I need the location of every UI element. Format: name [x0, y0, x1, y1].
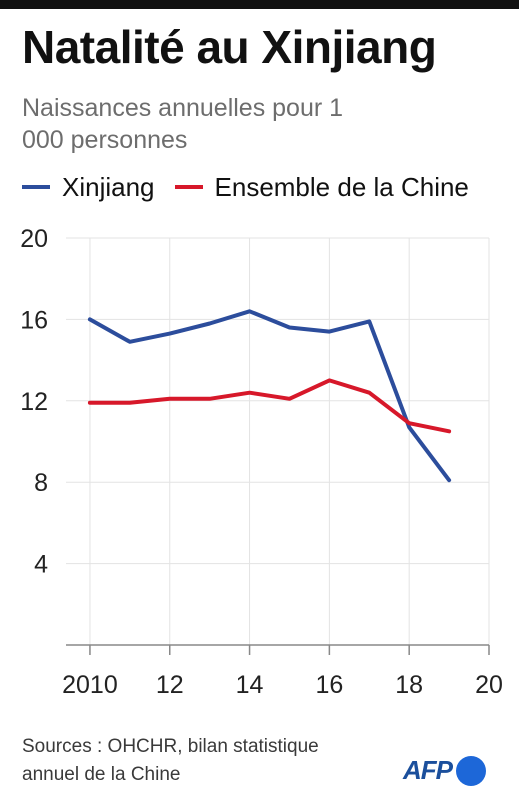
afp-logo-text: AFP: [403, 755, 453, 785]
legend-label-china: Ensemble de la Chine: [214, 171, 469, 202]
series-line-china: [87, 378, 452, 434]
legend-swatch-xinjiang: [22, 185, 50, 189]
line-chart: 4 8 12 16 20 2010 12 14 16 18 20: [20, 225, 503, 699]
top-bar: [0, 0, 519, 9]
legend: Xinjiang Ensemble de la Chine: [22, 172, 489, 202]
x-tick-label: 14: [236, 671, 264, 699]
x-tick-label: 2010: [62, 671, 118, 699]
chart-subtitle: Naissances annuelles pour 1 000 personne…: [22, 94, 344, 154]
source-note: Sources : OHCHR, bilan statistique annue…: [22, 736, 319, 785]
y-tick-label: 8: [34, 469, 48, 497]
x-tick-label: 12: [156, 671, 184, 699]
y-tick-label: 16: [20, 306, 48, 334]
legend-label-xinjiang: Xinjiang: [62, 171, 155, 202]
y-tick-label: 4: [34, 551, 48, 579]
y-tick-label: 20: [20, 225, 48, 253]
x-tick-label: 16: [315, 671, 343, 699]
y-tick-label: 12: [20, 388, 48, 416]
legend-item-china: Ensemble de la Chine: [174, 171, 469, 203]
x-tick-label: 20: [475, 671, 503, 699]
series-line-xinjiang: [87, 309, 452, 483]
x-tick-label: 18: [395, 671, 423, 699]
chart-title: Natalité au Xinjiang: [22, 21, 437, 73]
afp-dot-icon: [456, 755, 486, 786]
legend-item-xinjiang: Xinjiang: [22, 172, 155, 203]
afp-logo: AFP: [403, 755, 486, 786]
legend-swatch-china: [174, 185, 203, 189]
